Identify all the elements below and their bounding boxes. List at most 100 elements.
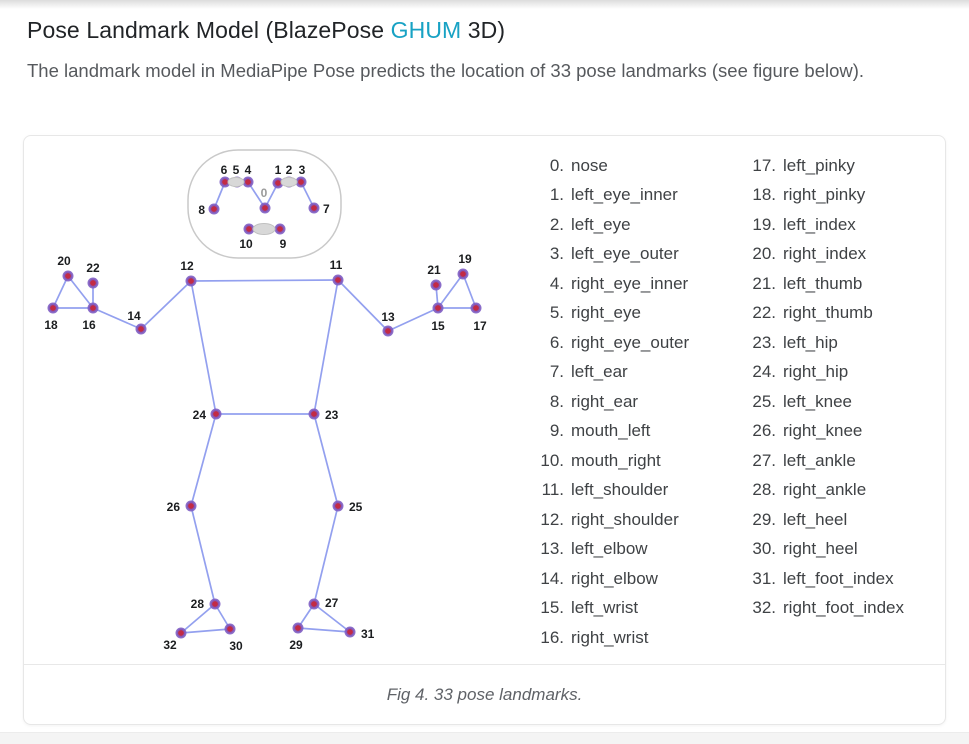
landmark-dot	[62, 270, 74, 282]
landmark-number-label: 17	[473, 319, 487, 333]
landmark-name: left_eye_outer	[571, 244, 679, 264]
landmark-number: 2.	[549, 214, 564, 234]
skeleton-edge	[92, 307, 142, 330]
landmark-number-label: 3	[299, 163, 306, 177]
landmark-list-item: 20. right_index	[746, 240, 945, 270]
landmark-name: left_foot_index	[783, 568, 894, 588]
landmark-dot	[208, 203, 220, 215]
landmark-number-label: 8	[198, 203, 205, 217]
landmark-number: 13.	[540, 539, 564, 559]
landmark-number-label: 25	[349, 500, 363, 514]
landmark-number: 24.	[752, 362, 776, 382]
landmark-number: 0.	[549, 155, 564, 175]
skeleton-edge	[140, 280, 192, 330]
landmark-name: left_wrist	[571, 598, 639, 618]
landmark-name: left_knee	[783, 391, 852, 411]
skeleton-edge	[313, 603, 351, 633]
landmark-lists: 0. nose 1. left_eye_inner 2. left_eye 3. left_e…	[534, 136, 945, 664]
landmark-number-label: 22	[86, 261, 100, 275]
landmark-list-item: 26. right_knee	[746, 417, 945, 447]
landmark-list-item: 27. left_ankle	[746, 446, 945, 476]
landmark-name: right_wrist	[571, 627, 649, 647]
skeleton-edge	[190, 279, 339, 282]
landmark-number: 8.	[549, 391, 564, 411]
ghum-link[interactable]: GHUM	[390, 17, 462, 43]
landmark-list-item: 14. right_elbow	[534, 564, 746, 594]
landmark-list-item: 32. right_foot_index	[746, 594, 945, 624]
landmark-number-label: 2	[286, 163, 293, 177]
skeleton-edge	[337, 279, 389, 332]
landmark-number-label: 26	[167, 500, 181, 514]
landmark-number-label: 20	[57, 254, 71, 268]
skeleton-edge	[313, 413, 339, 507]
landmark-number-label: 30	[229, 639, 243, 653]
landmark-number-label: 31	[361, 627, 375, 641]
landmark-dot	[344, 626, 356, 638]
face-feature	[280, 176, 298, 188]
landmark-name: left_index	[783, 214, 856, 234]
landmark-number-label: 21	[427, 263, 441, 277]
landmark-name: right_knee	[783, 421, 863, 441]
landmark-number-label: 4	[245, 163, 252, 177]
landmark-name: mouth_left	[571, 421, 651, 441]
landmark-number: 1.	[549, 185, 564, 205]
landmark-number: 4.	[549, 273, 564, 293]
landmark-number: 5.	[549, 303, 564, 323]
landmark-number: 20.	[752, 244, 776, 264]
landmark-dot	[430, 279, 442, 291]
landmark-name: left_eye	[571, 214, 631, 234]
landmark-list-item: 31. left_foot_index	[746, 564, 945, 594]
landmark-number: 9.	[549, 421, 564, 441]
landmark-number-label: 0	[261, 186, 268, 200]
landmark-number: 29.	[752, 509, 776, 529]
landmark-number-label: 27	[325, 596, 339, 610]
landmark-number-label: 10	[239, 237, 253, 251]
landmark-name: right_thumb	[783, 303, 873, 323]
landmark-dot	[274, 223, 286, 235]
landmark-number-label: 9	[280, 237, 287, 251]
intro-text: The landmark model in MediaPipe Pose pre…	[27, 60, 865, 81]
landmark-number: 26.	[752, 421, 776, 441]
landmark-list-item: 11. left_shoulder	[534, 476, 746, 506]
landmark-number: 21.	[752, 273, 776, 293]
landmark-list-item: 7. left_ear	[534, 358, 746, 388]
landmark-list-item: 15. left_wrist	[534, 594, 746, 624]
page-bottom-bar	[0, 732, 969, 744]
landmark-number-label: 24	[193, 408, 207, 422]
landmark-number: 18.	[752, 185, 776, 205]
skeleton-edge	[190, 413, 217, 507]
figure-content: 0 1 2 3 4 5 6 7 8 9 10 11 12 13 14 15 16 17 18 19 20 21 22 23 24…	[24, 136, 945, 664]
landmark-list-item: 23. left_hip	[746, 328, 945, 358]
landmark-dot	[87, 302, 99, 314]
landmark-number: 11.	[541, 480, 564, 500]
landmark-list-item: 6. right_eye_outer	[534, 328, 746, 358]
landmark-number-label: 28	[191, 597, 205, 611]
landmark-dot	[210, 408, 222, 420]
skeleton-edge	[437, 273, 464, 309]
landmark-number: 30.	[752, 539, 776, 559]
landmark-name: left_pinky	[783, 155, 855, 175]
landmark-number: 27.	[752, 450, 776, 470]
landmark-number-label: 11	[330, 258, 343, 272]
skeleton-edge	[313, 505, 339, 605]
landmark-list-item: 5. right_eye	[534, 299, 746, 329]
landmark-dot	[457, 268, 469, 280]
landmark-number: 15.	[540, 598, 564, 618]
landmark-dot	[308, 202, 320, 214]
skeleton-edge	[180, 628, 231, 634]
landmark-dot	[209, 598, 221, 610]
landmark-dot	[242, 176, 254, 188]
skeleton-edge	[462, 273, 477, 309]
landmark-dot	[332, 274, 344, 286]
landmark-list-item: 9. mouth_left	[534, 417, 746, 447]
figure-caption: Fig 4. 33 pose landmarks.	[386, 684, 583, 704]
landmark-name: right_ankle	[783, 480, 867, 500]
landmark-number: 28.	[752, 480, 776, 500]
landmark-number-label: 5	[233, 163, 240, 177]
landmark-dot	[185, 500, 197, 512]
landmark-dot	[332, 500, 344, 512]
landmark-number: 25.	[752, 391, 776, 411]
landmark-number-label: 6	[221, 163, 228, 177]
landmark-name: nose	[571, 155, 608, 175]
